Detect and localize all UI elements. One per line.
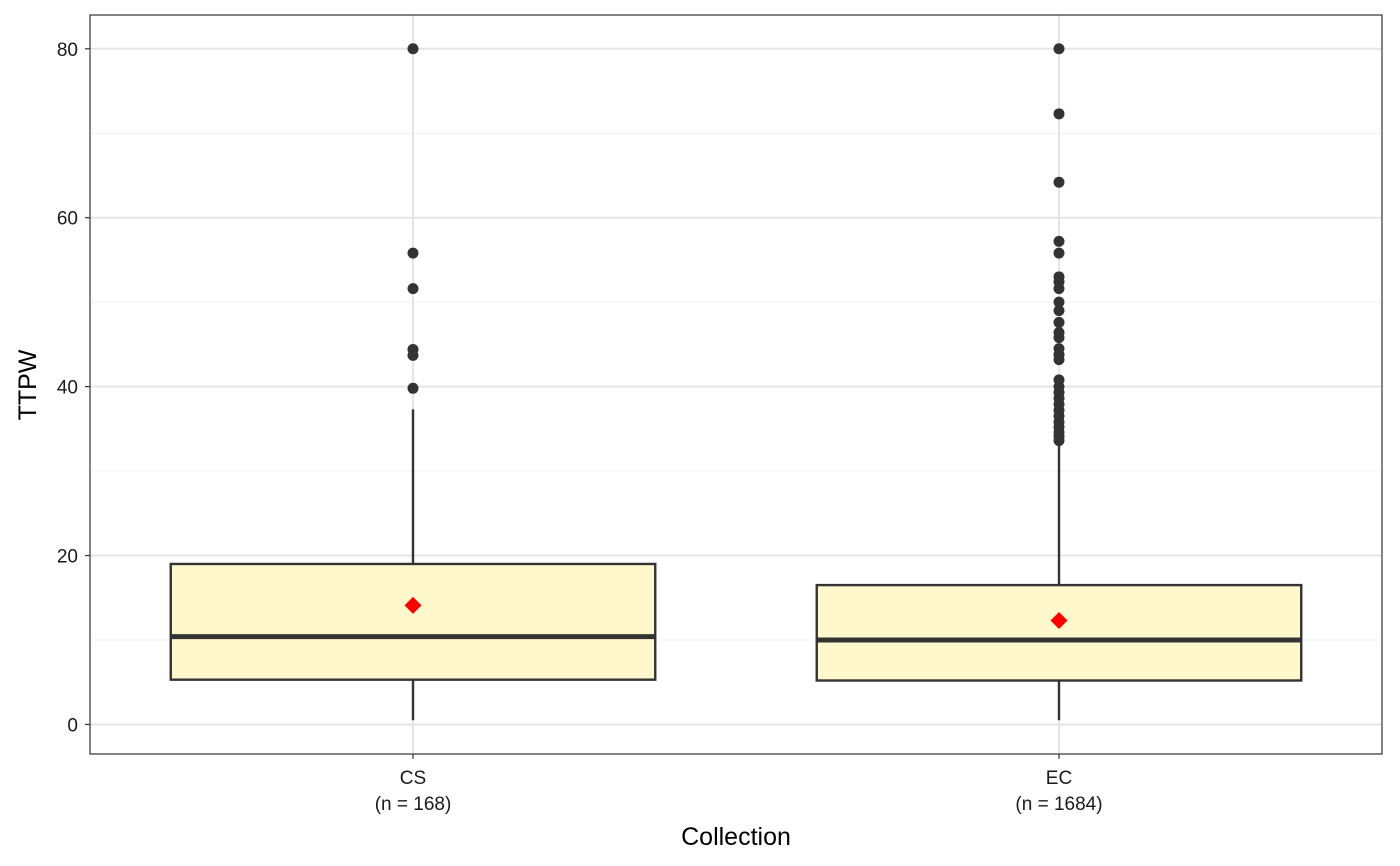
outlier-point — [1053, 176, 1065, 188]
interquartile-box — [169, 562, 657, 681]
x-tick-label: CS — [400, 768, 426, 789]
outlier-point — [1053, 247, 1065, 259]
x-tick-label: EC — [1046, 768, 1072, 789]
y-tick-label: 0 — [67, 715, 78, 736]
y-axis-ticks: 0 20 40 60 80 — [57, 40, 90, 736]
outlier-point — [1053, 43, 1065, 55]
y-tick-label: 40 — [57, 378, 78, 399]
outlier-point — [1053, 374, 1065, 386]
y-axis-title: TTPW — [14, 349, 42, 420]
outlier-point — [407, 283, 419, 295]
x-axis-title: Collection — [681, 823, 791, 851]
outlier-point — [1053, 327, 1065, 339]
boxplots — [169, 43, 1303, 721]
outlier-point — [407, 43, 419, 55]
outlier-point — [1053, 271, 1065, 283]
panel-border — [89, 14, 1383, 755]
boxplot-cs — [169, 43, 657, 721]
outlier-point — [407, 343, 419, 355]
y-tick-label: 20 — [57, 547, 78, 568]
x-tick-sample-size: (n = 168) — [375, 794, 452, 815]
outlier-point — [1053, 235, 1065, 247]
outlier-point — [1053, 316, 1065, 328]
x-axis-ticks: CS (n = 168) EC (n = 1684) — [375, 754, 1103, 815]
mean-marker — [1050, 612, 1068, 630]
boxplot-ec — [815, 43, 1303, 721]
mean-marker — [404, 596, 422, 614]
y-tick-label: 80 — [57, 40, 78, 61]
outlier-point — [1053, 343, 1065, 355]
outlier-point — [1053, 296, 1065, 308]
interquartile-box — [815, 583, 1303, 682]
outlier-point — [407, 382, 419, 394]
outlier-point — [1053, 305, 1065, 317]
x-tick-sample-size: (n = 1684) — [1015, 794, 1102, 815]
outlier-point — [407, 247, 419, 259]
outlier-point — [1053, 108, 1065, 120]
y-tick-label: 60 — [57, 209, 78, 230]
